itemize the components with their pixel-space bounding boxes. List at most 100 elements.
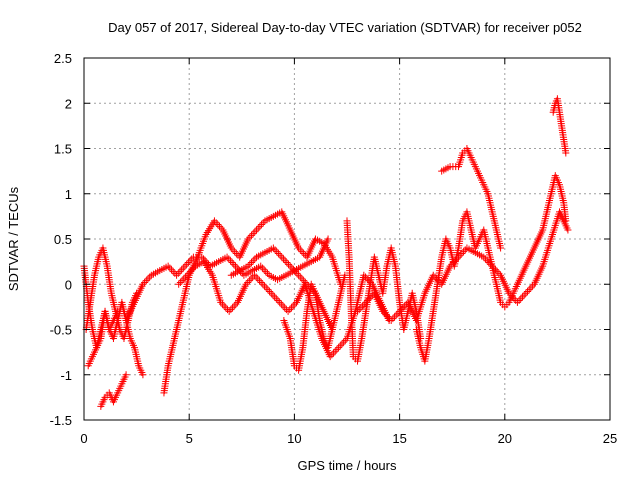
trace-marker — [296, 246, 304, 254]
data-point — [257, 262, 265, 270]
data-point — [284, 307, 292, 315]
data-point — [497, 244, 505, 252]
trace-marker — [363, 275, 371, 283]
data-point — [175, 280, 183, 288]
trace-marker — [273, 248, 281, 256]
trace-marker — [179, 264, 187, 272]
trace-marker — [291, 300, 299, 308]
trace-marker — [338, 340, 346, 348]
trace-marker — [382, 311, 390, 319]
trace-marker — [517, 295, 525, 303]
trace-marker — [355, 306, 363, 314]
trace-marker — [384, 313, 392, 321]
data-point — [139, 371, 147, 379]
data-point — [295, 271, 303, 279]
trace-marker — [247, 259, 255, 267]
trace-marker — [244, 278, 252, 286]
trace-marker — [146, 273, 154, 281]
series-track-15 — [549, 95, 570, 157]
data-point — [253, 226, 261, 234]
trace-marker — [232, 300, 240, 308]
trace-marker — [251, 228, 259, 236]
trace-marker — [515, 297, 523, 305]
trace-marker — [524, 287, 532, 295]
chart-title: Day 057 of 2017, Sidereal Day-to-day VTE… — [108, 20, 582, 35]
trace-marker — [166, 264, 174, 272]
trace-marker — [252, 273, 260, 281]
data-point — [562, 217, 570, 225]
data-point — [278, 253, 286, 261]
trace-marker — [460, 248, 468, 256]
trace-marker — [281, 257, 289, 265]
trace-marker — [262, 284, 270, 292]
trace-marker — [178, 266, 186, 274]
y-tick-label: -0.5 — [50, 323, 72, 338]
data-point — [242, 280, 250, 288]
trace-marker — [328, 351, 336, 359]
data-point — [379, 307, 387, 315]
trace-marker — [290, 266, 298, 274]
data-point — [324, 235, 332, 243]
trace-marker — [289, 302, 297, 310]
data-point — [269, 244, 277, 252]
trace-marker — [186, 268, 194, 276]
grid-lines — [84, 58, 610, 420]
trace-marker — [269, 291, 277, 299]
trace-marker — [251, 255, 259, 263]
data-point — [480, 253, 488, 261]
trace-marker — [360, 300, 368, 308]
trace-marker — [298, 275, 306, 283]
trace-marker — [214, 221, 222, 229]
trace-marker — [397, 306, 405, 314]
trace-marker — [142, 277, 150, 285]
data-point — [210, 217, 218, 225]
trace-marker — [458, 249, 466, 257]
trace-marker — [184, 259, 192, 267]
trace-marker — [188, 266, 196, 274]
data-point — [362, 298, 370, 306]
x-tick-label: 20 — [498, 431, 512, 446]
trace-marker — [357, 304, 365, 312]
data-point — [360, 271, 368, 279]
trace-marker — [461, 246, 469, 254]
trace-marker — [389, 315, 397, 323]
series-track-14 — [513, 172, 570, 288]
trace-marker — [215, 222, 223, 230]
data-point — [335, 344, 343, 352]
y-tick-label: -1 — [60, 368, 72, 383]
trace-marker — [296, 273, 304, 281]
trace-marker — [333, 345, 341, 353]
trace-marker — [285, 260, 293, 268]
trace-marker — [229, 246, 237, 254]
trace-marker — [227, 306, 235, 314]
trace-marker — [212, 219, 220, 227]
data-point — [513, 298, 521, 306]
data-point — [114, 307, 122, 315]
trace-marker — [190, 264, 198, 272]
data-point — [326, 353, 334, 361]
trace-marker — [399, 304, 407, 312]
y-axis-label: SDTVAR / TECUs — [6, 186, 21, 291]
x-tick-label: 10 — [287, 431, 301, 446]
trace-marker — [281, 304, 289, 312]
trace-marker — [391, 313, 399, 321]
data-point — [522, 289, 530, 297]
y-tick-label: 1.5 — [54, 142, 72, 157]
trace-marker — [249, 257, 257, 265]
trace-marker — [141, 278, 149, 286]
data-point — [396, 307, 404, 315]
trace-marker — [217, 224, 225, 232]
trace-marker — [276, 251, 284, 259]
data-point — [267, 289, 275, 297]
trace-marker — [247, 231, 255, 239]
trace-marker — [394, 309, 402, 317]
data-point — [173, 271, 181, 279]
trace-marker — [185, 269, 193, 277]
trace-marker — [231, 248, 239, 256]
axis-ticks: 0 5 10 15 20 25 -1.5 -1 -0.5 0 0.5 1 1.5 2 2.5 — [50, 51, 618, 446]
trace-marker — [340, 338, 348, 346]
y-tick-label: -1.5 — [50, 413, 72, 428]
y-tick-label: 2 — [65, 96, 72, 111]
trace-marker — [493, 268, 501, 276]
